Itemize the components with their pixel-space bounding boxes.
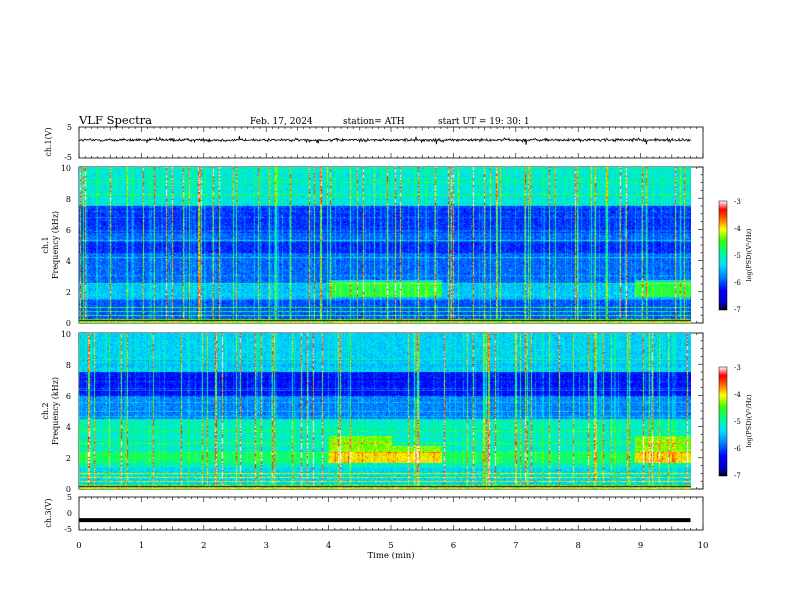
ch2-cbar-tick-m5: -5 — [734, 418, 741, 426]
ch1-cbar-tick-m6: -6 — [734, 279, 741, 287]
ch1-cbar-tick-m4: -4 — [734, 225, 741, 233]
ch2-freq-tick-8: 8 — [66, 361, 71, 370]
ch2-cbar-tick-m7: -7 — [734, 472, 741, 480]
ch1-cbar-tick-m5: -5 — [734, 252, 741, 260]
x-axis-label: Time (min) — [367, 550, 414, 561]
ch2-freq-tick-0: 0 — [66, 485, 71, 494]
ch2-cbar-tick-m3: -3 — [734, 364, 741, 372]
x-axis-tick-labels: 0 1 2 3 4 5 6 7 8 9 10 — [76, 541, 708, 551]
ch1-colorbar: -3 -4 -5 -6 -7 log(PSD)(V²/Hz) — [718, 198, 753, 314]
x-tick-label-8: 8 — [575, 541, 580, 551]
ch2-frequency-ylabel: Frequency (kHz) — [51, 377, 60, 445]
ch3-waveform-ylabel: ch.3(V) — [44, 498, 53, 527]
x-tick-label-6: 6 — [451, 541, 456, 551]
ch1-colorbar-scale — [718, 200, 728, 311]
ch2-freq-tick-6: 6 — [66, 392, 71, 401]
x-tick-label-2: 2 — [201, 541, 206, 551]
ch1-waveform-ylabel: ch.1(V) — [44, 127, 53, 156]
x-tick-label-7: 7 — [513, 541, 518, 551]
ch3-waveform-panel: 5 0 -5 ch.3(V) 0 1 2 3 4 5 6 7 8 9 10 Time (min) — [44, 493, 708, 561]
ch2-colorbar-scale — [718, 366, 728, 477]
ch2-channel-label: ch.2 — [41, 402, 50, 419]
ch2-freq-tick-10: 10 — [61, 330, 71, 339]
ch2-freq-tick-4: 4 — [66, 423, 71, 432]
ch1-freq-tick-10: 10 — [61, 164, 71, 173]
ch1-freq-tick-8: 8 — [66, 195, 71, 204]
figure-title: VLF Spectra — [78, 113, 152, 127]
ch1-freq-tick-6: 6 — [66, 226, 71, 235]
ch1-spectrogram-heatmap — [79, 167, 691, 323]
x-tick-label-1: 1 — [139, 541, 144, 551]
ch1-waveform-panel: 5 -5 ch.1(V) — [44, 123, 704, 162]
ch2-cbar-tick-m4: -4 — [734, 391, 741, 399]
ch3-ytick-mid: 0 — [67, 509, 72, 518]
ch1-ytick-top: 5 — [67, 123, 72, 132]
ch1-waveform-trace — [78, 135, 691, 145]
x-tick-label-0: 0 — [76, 541, 81, 551]
ch1-freq-tick-2: 2 — [66, 288, 71, 297]
x-tick-label-9: 9 — [638, 541, 643, 551]
ch1-colorbar-label: log(PSD)(V²/Hz) — [745, 228, 753, 281]
station-label: station= ATH — [343, 117, 405, 127]
ch1-ytick-bottom: -5 — [64, 153, 72, 162]
ch2-cbar-tick-m6: -6 — [734, 445, 741, 453]
ch2-colorbar-label: log(PSD)(V²/Hz) — [745, 394, 753, 447]
x-tick-label-4: 4 — [326, 541, 331, 551]
ch3-ytick-top: 5 — [67, 493, 72, 502]
date-label: Feb. 17, 2024 — [250, 117, 313, 127]
ch3-ytick-bottom: -5 — [64, 525, 72, 534]
x-tick-label-5: 5 — [388, 541, 393, 551]
start-time-label: start UT = 19: 30: 1 — [438, 117, 530, 127]
ch1-frequency-ylabel: Frequency (kHz) — [51, 211, 60, 279]
x-tick-label-10: 10 — [698, 541, 709, 551]
ch2-freq-tick-2: 2 — [66, 454, 71, 463]
ch1-cbar-tick-m3: -3 — [734, 198, 741, 206]
x-tick-label-3: 3 — [263, 541, 268, 551]
ch2-spectrogram-heatmap — [79, 333, 691, 489]
ch1-cbar-tick-m7: -7 — [734, 306, 741, 314]
ch1-freq-tick-0: 0 — [66, 319, 71, 328]
ch1-freq-tick-4: 4 — [66, 257, 71, 266]
ch2-colorbar: -3 -4 -5 -6 -7 log(PSD)(V²/Hz) — [718, 364, 753, 480]
ch1-channel-label: ch.1 — [41, 236, 50, 253]
